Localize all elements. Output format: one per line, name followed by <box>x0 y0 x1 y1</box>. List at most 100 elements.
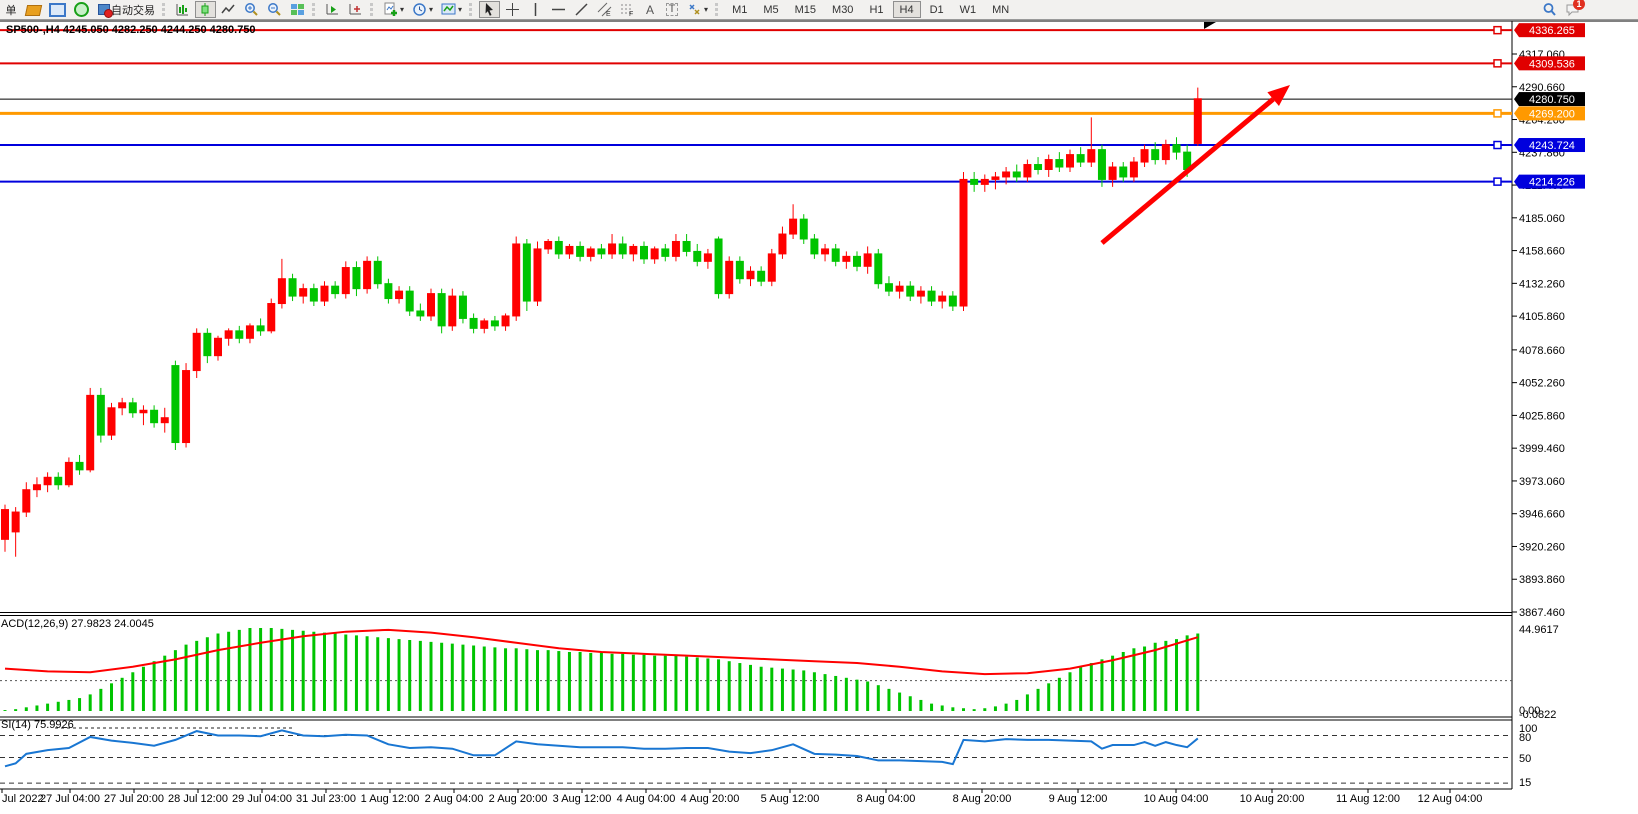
line-chart-button[interactable] <box>218 1 239 18</box>
candle-body <box>831 248 840 262</box>
candle-body <box>384 283 393 300</box>
price-badge-tip <box>1514 174 1519 189</box>
macd-axis-label: 0.00 <box>1519 705 1540 717</box>
cursor-tool-button[interactable] <box>479 1 501 18</box>
strategy-tester-button[interactable] <box>71 1 92 18</box>
timeframe-m5-button[interactable]: M5 <box>756 1 785 18</box>
line-handle[interactable] <box>1493 25 1502 35</box>
zoom-in-button[interactable] <box>241 1 262 18</box>
timeframe-mn-button[interactable]: MN <box>985 1 1016 18</box>
vertical-line-icon <box>528 2 543 17</box>
price-tick-label: 3893.860 <box>1519 574 1565 586</box>
text-tool-button[interactable]: A <box>640 1 660 18</box>
trend-arrow-line[interactable] <box>1100 97 1275 245</box>
candle-body <box>43 476 52 486</box>
search-button[interactable] <box>1539 1 1560 18</box>
candle-body <box>150 409 159 424</box>
notifications-button[interactable]: 1 <box>1562 0 1585 18</box>
terminal-button[interactable] <box>46 1 69 18</box>
tile-windows-button[interactable] <box>287 1 308 18</box>
time-tick-label: 2 Aug 04:00 <box>425 793 484 805</box>
vertical-line-tool-button[interactable] <box>525 1 546 18</box>
price-tick-label: 4290.660 <box>1519 82 1565 94</box>
timeframe-label: D1 <box>929 3 944 16</box>
timeframe-label: M1 <box>732 3 748 16</box>
candle-body <box>160 417 169 424</box>
candle-body <box>448 295 457 327</box>
price-badge <box>1519 174 1585 189</box>
time-tick-label: 28 Jul 12:00 <box>168 793 228 805</box>
arrows-tool-button[interactable]: ▾ <box>684 1 711 18</box>
candle-body <box>554 240 563 255</box>
candle-body <box>544 240 553 250</box>
svg-text:F: F <box>629 11 633 17</box>
timeframe-h1-button[interactable]: H1 <box>862 1 890 18</box>
price-tick-label: 3867.460 <box>1519 607 1565 619</box>
indicators-button[interactable]: ▾ <box>380 1 407 18</box>
price-badge-label: 4269.200 <box>1529 108 1575 120</box>
time-tick-label: 9 Aug 12:00 <box>1049 793 1108 805</box>
candle-body <box>799 218 808 240</box>
line-handle[interactable] <box>1493 109 1502 118</box>
candle-body <box>224 330 233 339</box>
scroll-position-marker <box>1204 22 1216 29</box>
timeframe-label: W1 <box>959 3 977 16</box>
candle-body <box>469 317 478 329</box>
notification-badge: 1 <box>1573 0 1585 10</box>
timeframe-m30-button[interactable]: M30 <box>825 1 860 18</box>
time-tick-label: 1 Aug 12:00 <box>361 793 420 805</box>
autotrading-button[interactable]: 自动交易 <box>94 1 158 18</box>
periods-button[interactable]: ▾ <box>409 1 436 18</box>
trendline-icon <box>574 2 589 17</box>
templates-caret: ▾ <box>458 5 463 14</box>
macd-indicator-label: ACD(12,26,9) 27.9823 24.0045 <box>1 618 154 630</box>
line-handle[interactable] <box>1493 177 1502 186</box>
timeframe-w1-button[interactable]: W1 <box>953 1 984 18</box>
price-badge-tip <box>1514 56 1519 71</box>
candle-body <box>458 295 467 319</box>
timeframe-d1-button[interactable]: D1 <box>923 1 951 18</box>
candle-body <box>640 245 648 260</box>
trend-arrow-head[interactable] <box>1267 85 1290 107</box>
bar-chart-button[interactable] <box>172 1 193 18</box>
timeframe-h4-button[interactable]: H4 <box>892 1 921 18</box>
candle-body <box>618 243 627 255</box>
line-handle[interactable] <box>1493 59 1502 68</box>
trendline-tool-button[interactable] <box>571 1 592 18</box>
channel-tool-button[interactable]: E <box>594 1 615 18</box>
time-tick-label: 4 Aug 04:00 <box>617 793 676 805</box>
candlestick-chart-button[interactable] <box>195 1 216 18</box>
candle-body <box>714 238 723 295</box>
timeframe-m15-button[interactable]: M15 <box>788 1 823 18</box>
timeframe-label: M5 <box>763 3 779 16</box>
price-badge <box>1519 92 1585 107</box>
indicators-caret: ▾ <box>400 5 405 14</box>
candle-body <box>54 476 63 486</box>
candle-body <box>1034 164 1043 170</box>
price-tick-label: 4158.660 <box>1519 246 1565 258</box>
timeframe-m1-button[interactable]: M1 <box>725 1 754 18</box>
candle-body <box>501 315 510 327</box>
candle-body <box>1023 164 1032 178</box>
horizontal-line-icon <box>551 2 566 17</box>
price-badge <box>1519 106 1585 121</box>
horizontal-line-tool-button[interactable] <box>548 1 569 18</box>
chart-shift-button[interactable] <box>345 1 366 18</box>
new-order-button[interactable]: 单 <box>1 1 21 18</box>
macd-axis-label: -0.0822 <box>1519 709 1556 721</box>
time-tick-label: 10 Aug 20:00 <box>1240 793 1305 805</box>
fibonacci-tool-button[interactable]: F <box>617 1 638 18</box>
auto-scroll-button[interactable] <box>322 1 343 18</box>
crosshair-tool-button[interactable] <box>502 1 523 18</box>
candle-body <box>395 290 404 300</box>
zoom-out-button[interactable] <box>264 1 285 18</box>
line-handle[interactable] <box>1493 140 1502 150</box>
candle-body <box>778 233 787 255</box>
templates-button[interactable]: ▾ <box>438 1 465 18</box>
line-chart-icon <box>221 2 236 17</box>
candle-body <box>32 484 41 491</box>
time-tick-label: Jul 2022 <box>2 793 44 805</box>
text-label-tool-button[interactable]: T <box>662 1 682 18</box>
